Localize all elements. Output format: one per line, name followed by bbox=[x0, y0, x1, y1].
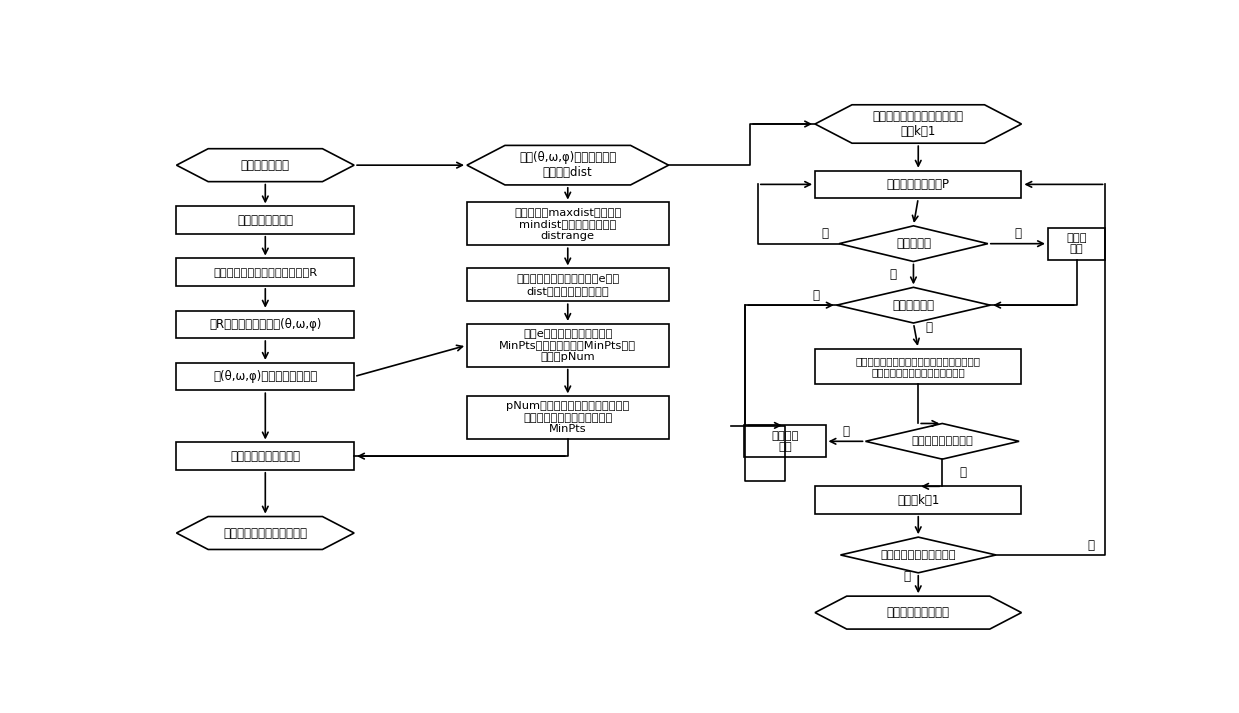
Text: pNum会逐渐减少并趋于稳定，选择
拐点所在的最小邻域数目作为
MinPts: pNum会逐渐减少并趋于稳定，选择 拐点所在的最小邻域数目作为 MinPts bbox=[506, 401, 629, 434]
Polygon shape bbox=[840, 537, 996, 573]
Polygon shape bbox=[176, 516, 354, 550]
FancyBboxPatch shape bbox=[467, 202, 669, 245]
Text: 对配准对进行分组: 对配准对进行分组 bbox=[238, 214, 294, 227]
Text: 将R分解为欧拉旋转角(θ,ω,φ): 将R分解为欧拉旋转角(θ,ω,φ) bbox=[209, 318, 321, 331]
Text: 聚类数k加1: 聚类数k加1 bbox=[897, 493, 939, 506]
Text: 将距离等分十段，初始半径e即为
dist频数最高分段的中值: 将距离等分十段，初始半径e即为 dist频数最高分段的中值 bbox=[517, 274, 620, 296]
Text: 否: 否 bbox=[843, 425, 849, 438]
Text: 根据e逐步增大最小邻域数目
MinPts，计算邻域超过MinPts的点
的数目pNum: 根据e逐步增大最小邻域数目 MinPts，计算邻域超过MinPts的点 的数目p… bbox=[499, 329, 637, 361]
FancyBboxPatch shape bbox=[815, 486, 1021, 514]
FancyBboxPatch shape bbox=[467, 396, 669, 439]
Polygon shape bbox=[836, 287, 990, 323]
FancyBboxPatch shape bbox=[467, 324, 669, 366]
Polygon shape bbox=[815, 596, 1021, 629]
Text: 是: 是 bbox=[821, 227, 828, 240]
Text: 对(θ,ω,φ)进行三维密度聚类: 对(θ,ω,φ)进行三维密度聚类 bbox=[213, 370, 317, 383]
Text: 否: 否 bbox=[1015, 227, 1021, 240]
FancyBboxPatch shape bbox=[176, 442, 354, 470]
Text: 从队列中
取点: 从队列中 取点 bbox=[771, 431, 798, 452]
FancyBboxPatch shape bbox=[815, 170, 1021, 198]
Text: 输入配准点云对: 输入配准点云对 bbox=[240, 159, 290, 172]
Polygon shape bbox=[815, 105, 1021, 143]
Text: 标记边
界点: 标记边 界点 bbox=[1067, 233, 1087, 255]
Text: 否: 否 bbox=[903, 570, 911, 583]
Text: 设置半径和最小领域点数，聚
类数k为1: 设置半径和最小领域点数，聚 类数k为1 bbox=[872, 110, 964, 138]
Text: 保留样本数最多的聚类: 保留样本数最多的聚类 bbox=[230, 450, 300, 463]
FancyBboxPatch shape bbox=[467, 268, 669, 302]
Text: 是否已标记: 是否已标记 bbox=[896, 237, 930, 250]
Text: 否: 否 bbox=[890, 268, 896, 281]
Polygon shape bbox=[467, 145, 669, 185]
Text: 所取点队列是否为空: 所取点队列是否为空 bbox=[912, 436, 973, 446]
FancyBboxPatch shape bbox=[1048, 227, 1105, 260]
FancyBboxPatch shape bbox=[176, 259, 354, 286]
FancyBboxPatch shape bbox=[176, 363, 354, 390]
Text: 计算(θ,ω,φ)任意两点间的
欧氏距离dist: 计算(θ,ω,φ)任意两点间的 欧氏距离dist bbox=[519, 151, 616, 179]
Text: 求得最大值maxdist和最小值
mindist，并计算距离间隔
distrange: 求得最大值maxdist和最小值 mindist，并计算距离间隔 distran… bbox=[514, 207, 622, 240]
Text: 标记所取点为核心点，搜索所取点直接密度可
达且未标记的点，加入所取点队列: 标记所取点为核心点，搜索所取点直接密度可 达且未标记的点，加入所取点队列 bbox=[856, 356, 981, 377]
Text: 是: 是 bbox=[926, 321, 932, 334]
Text: 从样本集中选取点P: 从样本集中选取点P bbox=[887, 178, 950, 191]
FancyBboxPatch shape bbox=[176, 206, 354, 234]
Text: 是: 是 bbox=[959, 466, 966, 479]
Polygon shape bbox=[866, 424, 1018, 459]
FancyBboxPatch shape bbox=[815, 349, 1021, 384]
Text: 输出保留样本对应的配准对: 输出保留样本对应的配准对 bbox=[223, 526, 307, 540]
Text: 分离目标，聚类完成: 分离目标，聚类完成 bbox=[887, 606, 950, 619]
Polygon shape bbox=[176, 149, 354, 182]
Text: 是否为核心点: 是否为核心点 bbox=[892, 299, 934, 312]
FancyBboxPatch shape bbox=[176, 311, 354, 338]
Text: 计算每组配准对对应的变换矩阵R: 计算每组配准对对应的变换矩阵R bbox=[213, 267, 317, 277]
Text: 否: 否 bbox=[813, 289, 819, 302]
Text: 是: 是 bbox=[1087, 538, 1094, 552]
Polygon shape bbox=[839, 226, 987, 262]
FancyBboxPatch shape bbox=[743, 426, 825, 457]
Text: 集合中是否有未标记的点: 集合中是否有未标记的点 bbox=[881, 550, 957, 560]
